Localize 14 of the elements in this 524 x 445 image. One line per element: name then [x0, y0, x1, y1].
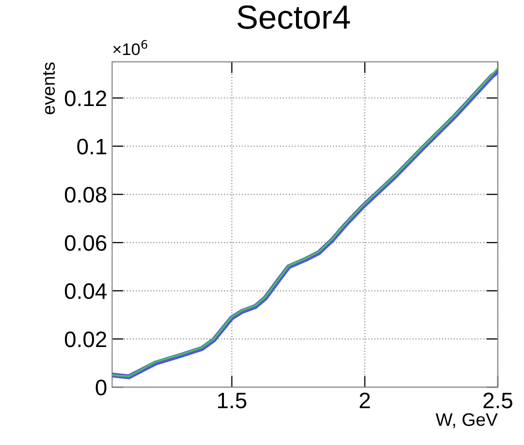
- y-tick-label: 0.1: [77, 138, 106, 154]
- x-axis-title: W, GeV: [436, 413, 498, 428]
- y-tick-label: 0.08: [64, 186, 106, 203]
- y-tick-label: 0.12: [64, 90, 106, 106]
- y-axis-title: events: [43, 62, 55, 114]
- x-tick-label: 1.5: [218, 392, 246, 408]
- y-tick-label: 0.02: [64, 331, 106, 348]
- x-tick-label: 2.5: [483, 392, 512, 408]
- chart-title: Sector4: [238, 5, 350, 29]
- x-tick-label: 2: [360, 392, 370, 408]
- y-tick-label: 0: [96, 380, 106, 396]
- y-tick-label: 0.04: [64, 283, 107, 300]
- text: ×10$^{6}$: [113, 40, 148, 56]
- y-tick-label: 0.06: [64, 235, 106, 251]
